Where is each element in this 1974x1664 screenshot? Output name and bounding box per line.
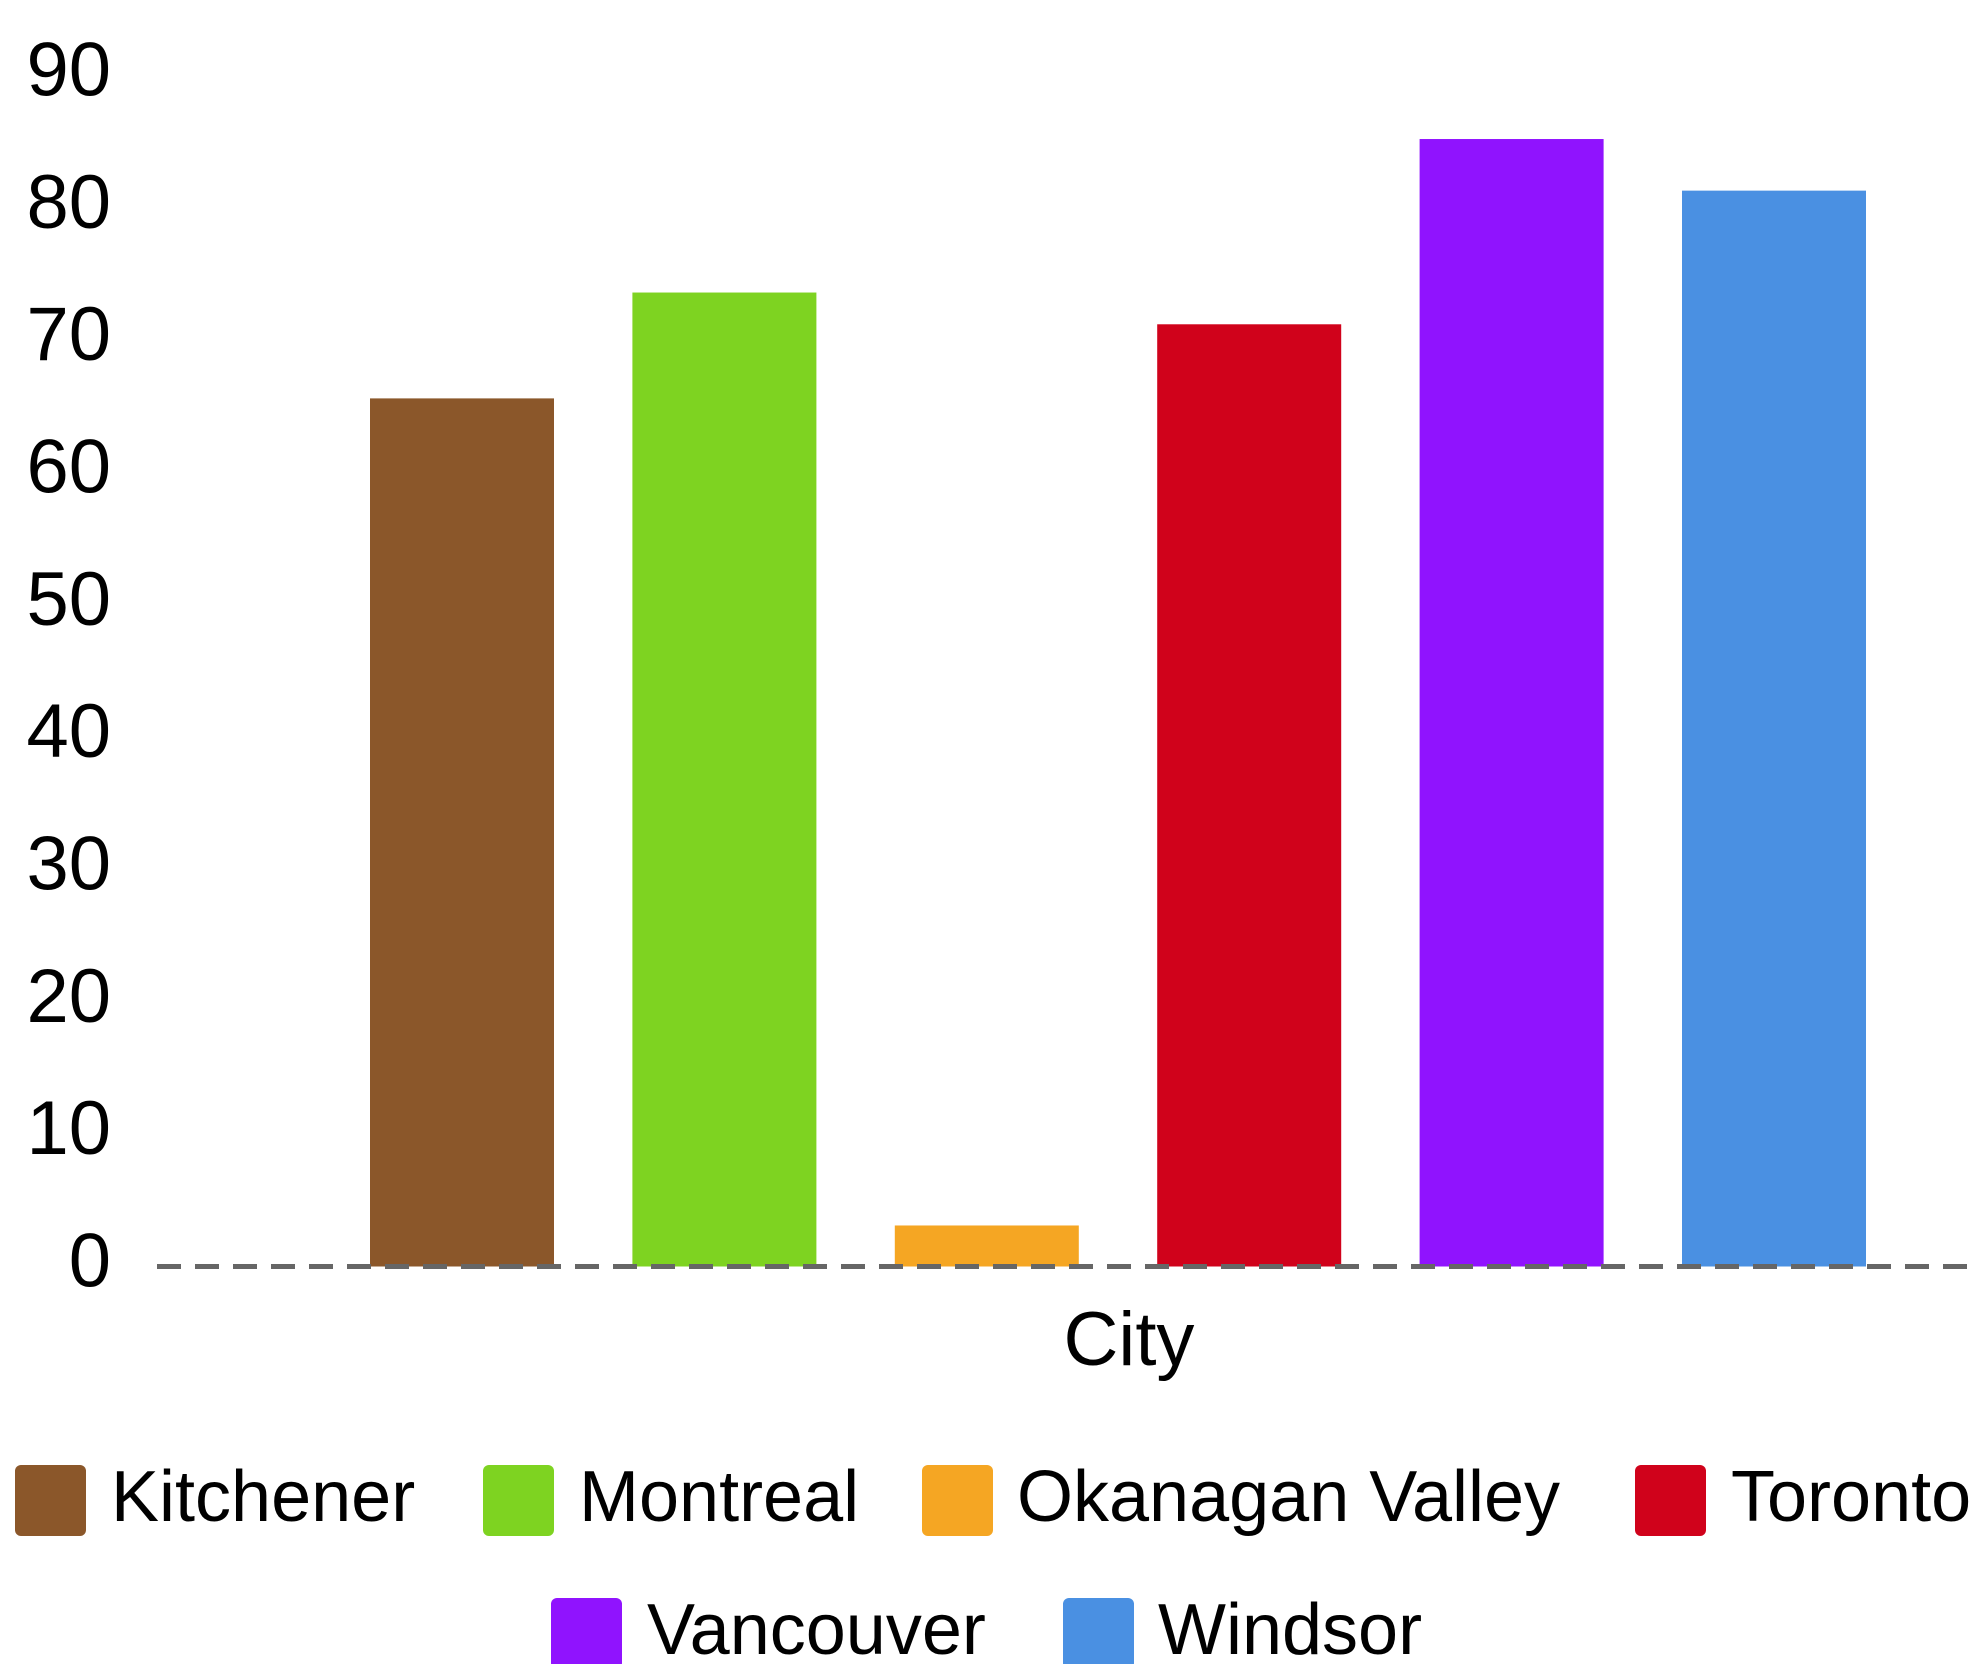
legend-label: Windsor (1158, 1590, 1422, 1664)
bar (1157, 324, 1342, 1267)
x-axis-title: City (1064, 1297, 1195, 1382)
y-tick-label: 30 (26, 822, 111, 907)
legend-label: Kitchener (111, 1457, 415, 1537)
y-tick-label: 40 (26, 689, 111, 774)
y-tick-label: 50 (26, 557, 111, 642)
legend-label: Montreal (579, 1457, 859, 1537)
bar (894, 1225, 1079, 1267)
legend-swatch (551, 1598, 622, 1664)
bar (370, 398, 554, 1267)
y-tick-label: 80 (26, 160, 111, 245)
y-tick-label: 90 (26, 28, 111, 113)
legend-swatch (1635, 1465, 1706, 1536)
legend-swatch (483, 1465, 554, 1536)
legend-label: Okanagan Valley (1017, 1457, 1560, 1537)
bar (1419, 139, 1604, 1267)
legend-label: Toronto (1731, 1457, 1971, 1537)
legend-swatch (1063, 1598, 1134, 1664)
legend-label: Vancouver (647, 1590, 986, 1664)
y-tick-label: 0 (69, 1219, 111, 1304)
y-tick-label: 60 (26, 425, 111, 510)
y-tick-label: 20 (26, 954, 111, 1039)
y-tick-label: 70 (26, 292, 111, 377)
bar (632, 292, 817, 1267)
y-tick-label: 10 (26, 1086, 111, 1171)
legend-swatch (15, 1465, 86, 1536)
bar (1682, 190, 1866, 1267)
legend-swatch (922, 1465, 993, 1536)
